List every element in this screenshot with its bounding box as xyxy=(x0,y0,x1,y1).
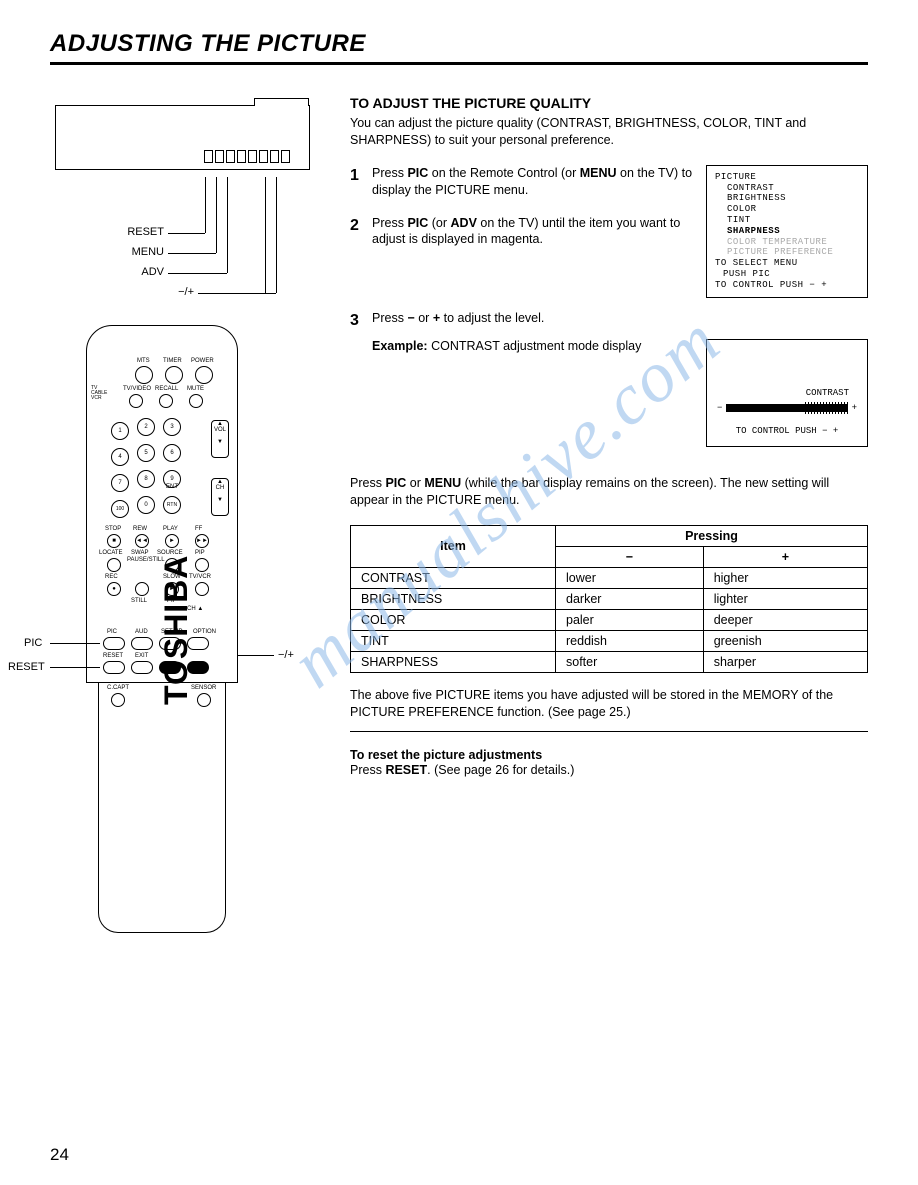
text-column: TO ADJUST THE PICTURE QUALITY You can ad… xyxy=(350,95,868,945)
example-text: Example: CONTRAST adjustment mode displa… xyxy=(350,339,694,447)
page-title: ADJUSTING THE PICTURE xyxy=(50,30,868,65)
step-3: 3 Press − or + to adjust the level. xyxy=(350,310,868,332)
step-2: 2 Press PIC (or ADV on the TV) until the… xyxy=(350,215,694,249)
figures-column: RESET MENU ADV −/+ MTS TIMER POWER TVCAB… xyxy=(50,95,320,945)
step-1: 1 Press PIC on the Remote Control (or ME… xyxy=(350,165,694,199)
tv-label-reset: RESET xyxy=(120,226,164,238)
table-row: SHARPNESSsoftersharper xyxy=(351,651,868,672)
memory-note: The above five PICTURE items you have ad… xyxy=(350,687,868,732)
callout-pic: PIC xyxy=(24,637,42,649)
tv-label-menu: MENU xyxy=(120,246,164,258)
reset-title: To reset the picture adjustments xyxy=(350,748,868,762)
callout-reset: RESET xyxy=(8,661,45,673)
section-title: TO ADJUST THE PICTURE QUALITY xyxy=(350,95,868,111)
table-row: CONTRASTlowerhigher xyxy=(351,567,868,588)
reset-text: Press RESET. (See page 26 for details.) xyxy=(350,762,868,779)
step-text: Press − or + to adjust the level. xyxy=(372,310,544,332)
adjustment-table: Item Pressing − + CONTRASTlowerhigher BR… xyxy=(350,525,868,673)
callout-plusminus: −/+ xyxy=(278,649,294,661)
onscreen-picture-menu: PICTURE CONTRAST BRIGHTNESS COLOR TINT S… xyxy=(706,165,868,298)
tv-label-plusminus: −/+ xyxy=(162,286,194,298)
page-number: 24 xyxy=(50,1145,69,1165)
table-row: COLORpalerdeeper xyxy=(351,609,868,630)
table-row: TINTreddishgreenish xyxy=(351,630,868,651)
tv-label-adv: ADV xyxy=(120,266,164,278)
tv-panel-diagram: RESET MENU ADV −/+ xyxy=(50,95,320,305)
step-text: Press PIC (or ADV on the TV) until the i… xyxy=(372,215,694,249)
onscreen-contrast-box: CONTRAST − + TO CONTROL PUSH − + xyxy=(706,339,868,447)
intro-text: You can adjust the picture quality (CONT… xyxy=(350,115,868,149)
after-steps-text: Press PIC or MENU (while the bar display… xyxy=(350,475,868,509)
step-text: Press PIC on the Remote Control (or MENU… xyxy=(372,165,694,199)
toshiba-brand: TOSHIBA xyxy=(158,555,195,705)
remote-diagram: MTS TIMER POWER TVCABLEVCR TV/VIDEO RECA… xyxy=(50,325,320,945)
table-row: BRIGHTNESSdarkerlighter xyxy=(351,588,868,609)
